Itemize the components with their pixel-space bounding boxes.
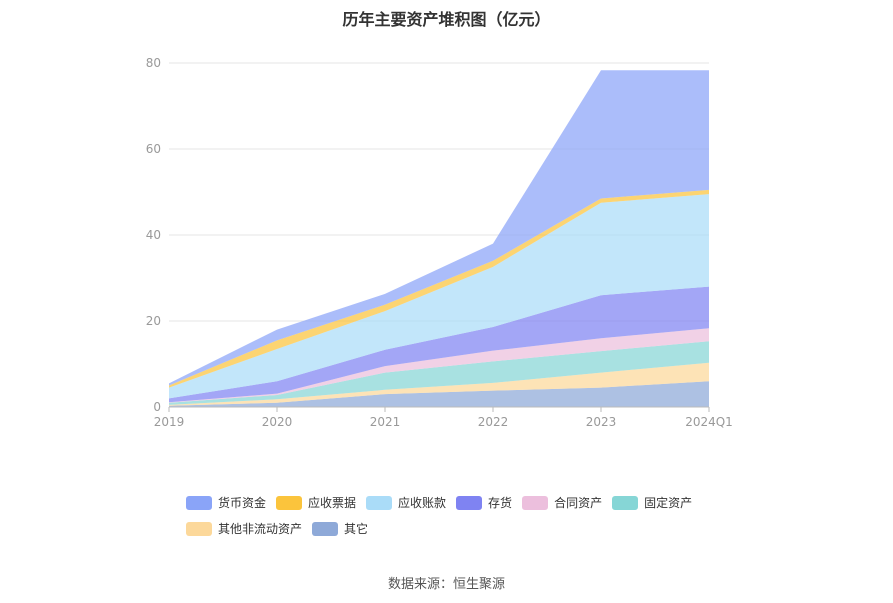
legend-swatch	[276, 495, 303, 510]
legend-swatch	[366, 495, 393, 510]
y-tick-label: 20	[146, 314, 161, 328]
x-tick-label: 2023	[586, 415, 617, 429]
y-tick-label: 40	[146, 228, 161, 242]
x-tick-label: 2022	[478, 415, 509, 429]
legend-label: 货币资金	[218, 496, 267, 510]
legend-swatch	[522, 495, 549, 510]
area-series-固定资产	[169, 341, 709, 405]
legend-item[interactable]: 存货	[456, 494, 512, 511]
legend-label: 其它	[344, 522, 369, 536]
legend-swatch	[612, 495, 639, 510]
area-series-应收账款	[169, 194, 709, 399]
y-tick-label: 0	[153, 400, 161, 414]
legend-label: 固定资产	[644, 496, 693, 510]
legend-swatch	[186, 521, 212, 536]
area-series-货币资金	[169, 70, 709, 386]
y-tick-label: 60	[146, 142, 161, 156]
chart-legend: 货币资金 应收票据 应收账款 存货 合同资产 固定资产其他非流动资产 其它	[186, 494, 746, 546]
area-series-存货	[169, 286, 709, 403]
x-tick-label: 2024Q1	[685, 415, 733, 429]
legend-swatch	[456, 495, 483, 510]
legend-item[interactable]: 货币资金	[186, 494, 266, 511]
legend-label: 其他非流动资产	[218, 522, 303, 536]
area-series-应收票据	[169, 189, 709, 388]
x-tick-label: 2019	[154, 415, 185, 429]
x-tick-label: 2021	[370, 415, 401, 429]
y-tick-label: 80	[146, 56, 161, 70]
data-source: 数据来源：恒生聚源	[387, 577, 505, 592]
chart-title: 历年主要资产堆积图（亿元）	[342, 10, 551, 29]
legend-label: 合同资产	[554, 496, 603, 510]
legend-label: 存货	[488, 496, 513, 510]
area-series-其它	[169, 381, 709, 407]
legend-label: 应收账款	[398, 496, 447, 510]
legend-item[interactable]: 应收票据	[276, 494, 356, 511]
legend-item[interactable]: 固定资产	[612, 494, 692, 511]
legend-label: 应收票据	[308, 496, 357, 510]
x-tick-label: 2020	[262, 415, 293, 429]
legend-item[interactable]: 其它	[312, 520, 368, 537]
stacked-area-chart: 0 20 40 60 80 2019 2020 2021 2022 2023 2024Q1	[146, 56, 733, 429]
legend-item[interactable]: 合同资产	[522, 494, 602, 511]
legend-swatch	[186, 495, 212, 510]
legend-swatch	[312, 521, 339, 536]
legend-item[interactable]: 其他非流动资产	[186, 520, 302, 537]
legend-item[interactable]: 应收账款	[366, 494, 446, 511]
area-series-合同资产	[169, 328, 709, 403]
area-series-其他非流动资产	[169, 362, 709, 406]
